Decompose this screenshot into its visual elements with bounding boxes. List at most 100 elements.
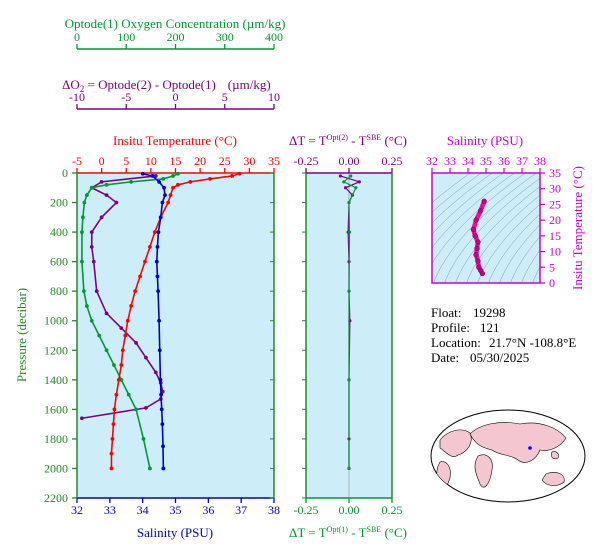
svg-text:Float:19298: Float: 19298 <box>431 305 506 320</box>
oxygen-point <box>104 182 109 187</box>
delta-o2-point <box>89 244 94 249</box>
ts-density-contour <box>432 173 515 249</box>
date-label: Date: <box>431 350 459 365</box>
oxygen-point <box>112 363 116 367</box>
temperature-tick-label: 10 <box>145 154 157 168</box>
salinity-tick-label: 36 <box>202 503 214 517</box>
ts-point <box>473 252 479 258</box>
oxygen-tick-label: 400 <box>265 30 283 44</box>
delta-o2-point <box>153 174 158 178</box>
ts-salinity-tick-label: 33 <box>444 154 456 168</box>
delta-t-bottom-tick-label: 0.00 <box>339 503 360 517</box>
salinity-point <box>155 274 160 279</box>
ts-density-contour <box>532 266 540 283</box>
ts-density-contour <box>432 173 482 213</box>
oxygen-point <box>80 230 84 234</box>
salinity-tick-label: 32 <box>71 503 83 517</box>
ts-temp-tick-label: 15 <box>549 229 561 243</box>
temperature-point <box>125 318 130 323</box>
delta-o2-point <box>91 259 96 264</box>
oxygen-point <box>129 179 134 184</box>
location-label: Location: <box>431 335 481 350</box>
temperature-point <box>133 289 138 294</box>
delta-t-opt1-point <box>354 186 358 190</box>
temperature-point <box>147 244 152 249</box>
float-label: Float: <box>431 305 461 320</box>
temperature-point <box>129 304 134 308</box>
oxygen-point <box>89 185 94 190</box>
location-value: 21.7°N -108.8°E <box>489 335 576 350</box>
ts-temp-tick-label: 30 <box>549 182 561 196</box>
ts-point <box>475 239 481 245</box>
ts-salinity-tick-label: 32 <box>426 154 438 168</box>
ts-point <box>479 270 486 277</box>
float-location-marker <box>528 446 532 450</box>
temperature-point <box>112 407 117 412</box>
salinity-point <box>158 215 163 220</box>
oxygen-point <box>171 174 175 178</box>
delta-t-opt1-point <box>347 378 351 382</box>
oxygen-axis-title: Optode(1) Oxygen Concentration (µm/kg) <box>65 16 286 31</box>
salinity-point <box>159 392 163 397</box>
ts-temperature-title: Insitu Temperature (°C) <box>570 166 585 290</box>
pressure-tick-label: 200 <box>50 196 68 210</box>
temperature-point <box>109 451 114 456</box>
svg-text:Profile:121: Profile: 121 <box>431 320 500 335</box>
temperature-point <box>111 422 116 427</box>
pressure-tick-label: 1600 <box>44 402 68 416</box>
delta-o2-point <box>104 193 109 198</box>
delta-t-top-title: ΔT = TOpt(2) - TSBE (°C) <box>289 133 407 148</box>
delta-t-opt2-point <box>338 174 342 178</box>
float-info: Float: 19298 Profile: 121 Location: 21.7°N … <box>431 305 576 365</box>
temperature-point <box>208 177 212 181</box>
oxygen-point <box>81 289 86 294</box>
delta-t-opt1-point <box>342 180 346 184</box>
delta-o2-point <box>114 200 119 205</box>
ts-salinity-tick-label: 34 <box>462 154 474 168</box>
salinity-point <box>150 174 155 178</box>
oxygen-point <box>82 200 87 205</box>
delta-o2-point <box>144 405 148 410</box>
delta-o2-point <box>104 311 109 316</box>
profile-plot-area <box>76 172 275 499</box>
oxygen-axis: Optode(1) Oxygen Concentration (µm/kg) 0… <box>65 16 286 50</box>
ts-density-contour <box>432 173 471 203</box>
ts-density-contour <box>597 169 609 287</box>
ts-temp-tick-label: 20 <box>549 213 561 227</box>
temperature-point <box>123 333 128 338</box>
temperature-point <box>166 200 171 205</box>
salinity-tick-label: 38 <box>268 503 280 517</box>
temperature-point <box>176 182 180 187</box>
temperature-tick-label: 30 <box>243 154 255 168</box>
oxygen-tick-label: 200 <box>167 30 185 44</box>
delta-t-bottom-tick-label: 0.25 <box>382 503 403 517</box>
temperature-point <box>138 274 142 279</box>
delta-o2-axis-title: ΔO2 = Optode(2) - Optode(1) (µm/kg) <box>62 77 271 94</box>
oxygen-point <box>141 437 146 441</box>
delta-t-opt1-point <box>347 200 351 205</box>
ts-salinity-tick-label: 35 <box>480 154 492 168</box>
ts-density-contour <box>432 173 504 235</box>
delta-o2-axis: ΔO2 = Optode(2) - Optode(1) (µm/kg) -10 -5… <box>62 77 280 110</box>
oxygen-point <box>84 193 89 198</box>
temperature-tick-label: 0 <box>99 154 105 168</box>
pressure-tick-label: 600 <box>50 255 68 269</box>
oxygen-point <box>81 215 85 220</box>
delta-t-top-tick-label: -0.25 <box>294 154 319 168</box>
delta-o2-point <box>94 289 99 294</box>
salinity-point <box>156 230 161 234</box>
float-value: 19298 <box>473 305 506 320</box>
salinity-point <box>162 185 166 190</box>
temperature-point <box>110 437 115 441</box>
pressure-tick-label: 1800 <box>44 432 68 446</box>
salinity-point <box>158 377 163 382</box>
salinity-point <box>160 422 165 427</box>
temperature-tick-label: 15 <box>170 154 182 168</box>
temperature-point <box>120 348 125 353</box>
ts-density-contour <box>586 169 609 287</box>
ts-density-contour <box>466 194 540 283</box>
ts-point <box>470 226 477 233</box>
ts-density-contour <box>510 236 540 283</box>
pressure-tick-label: 2200 <box>44 491 68 505</box>
